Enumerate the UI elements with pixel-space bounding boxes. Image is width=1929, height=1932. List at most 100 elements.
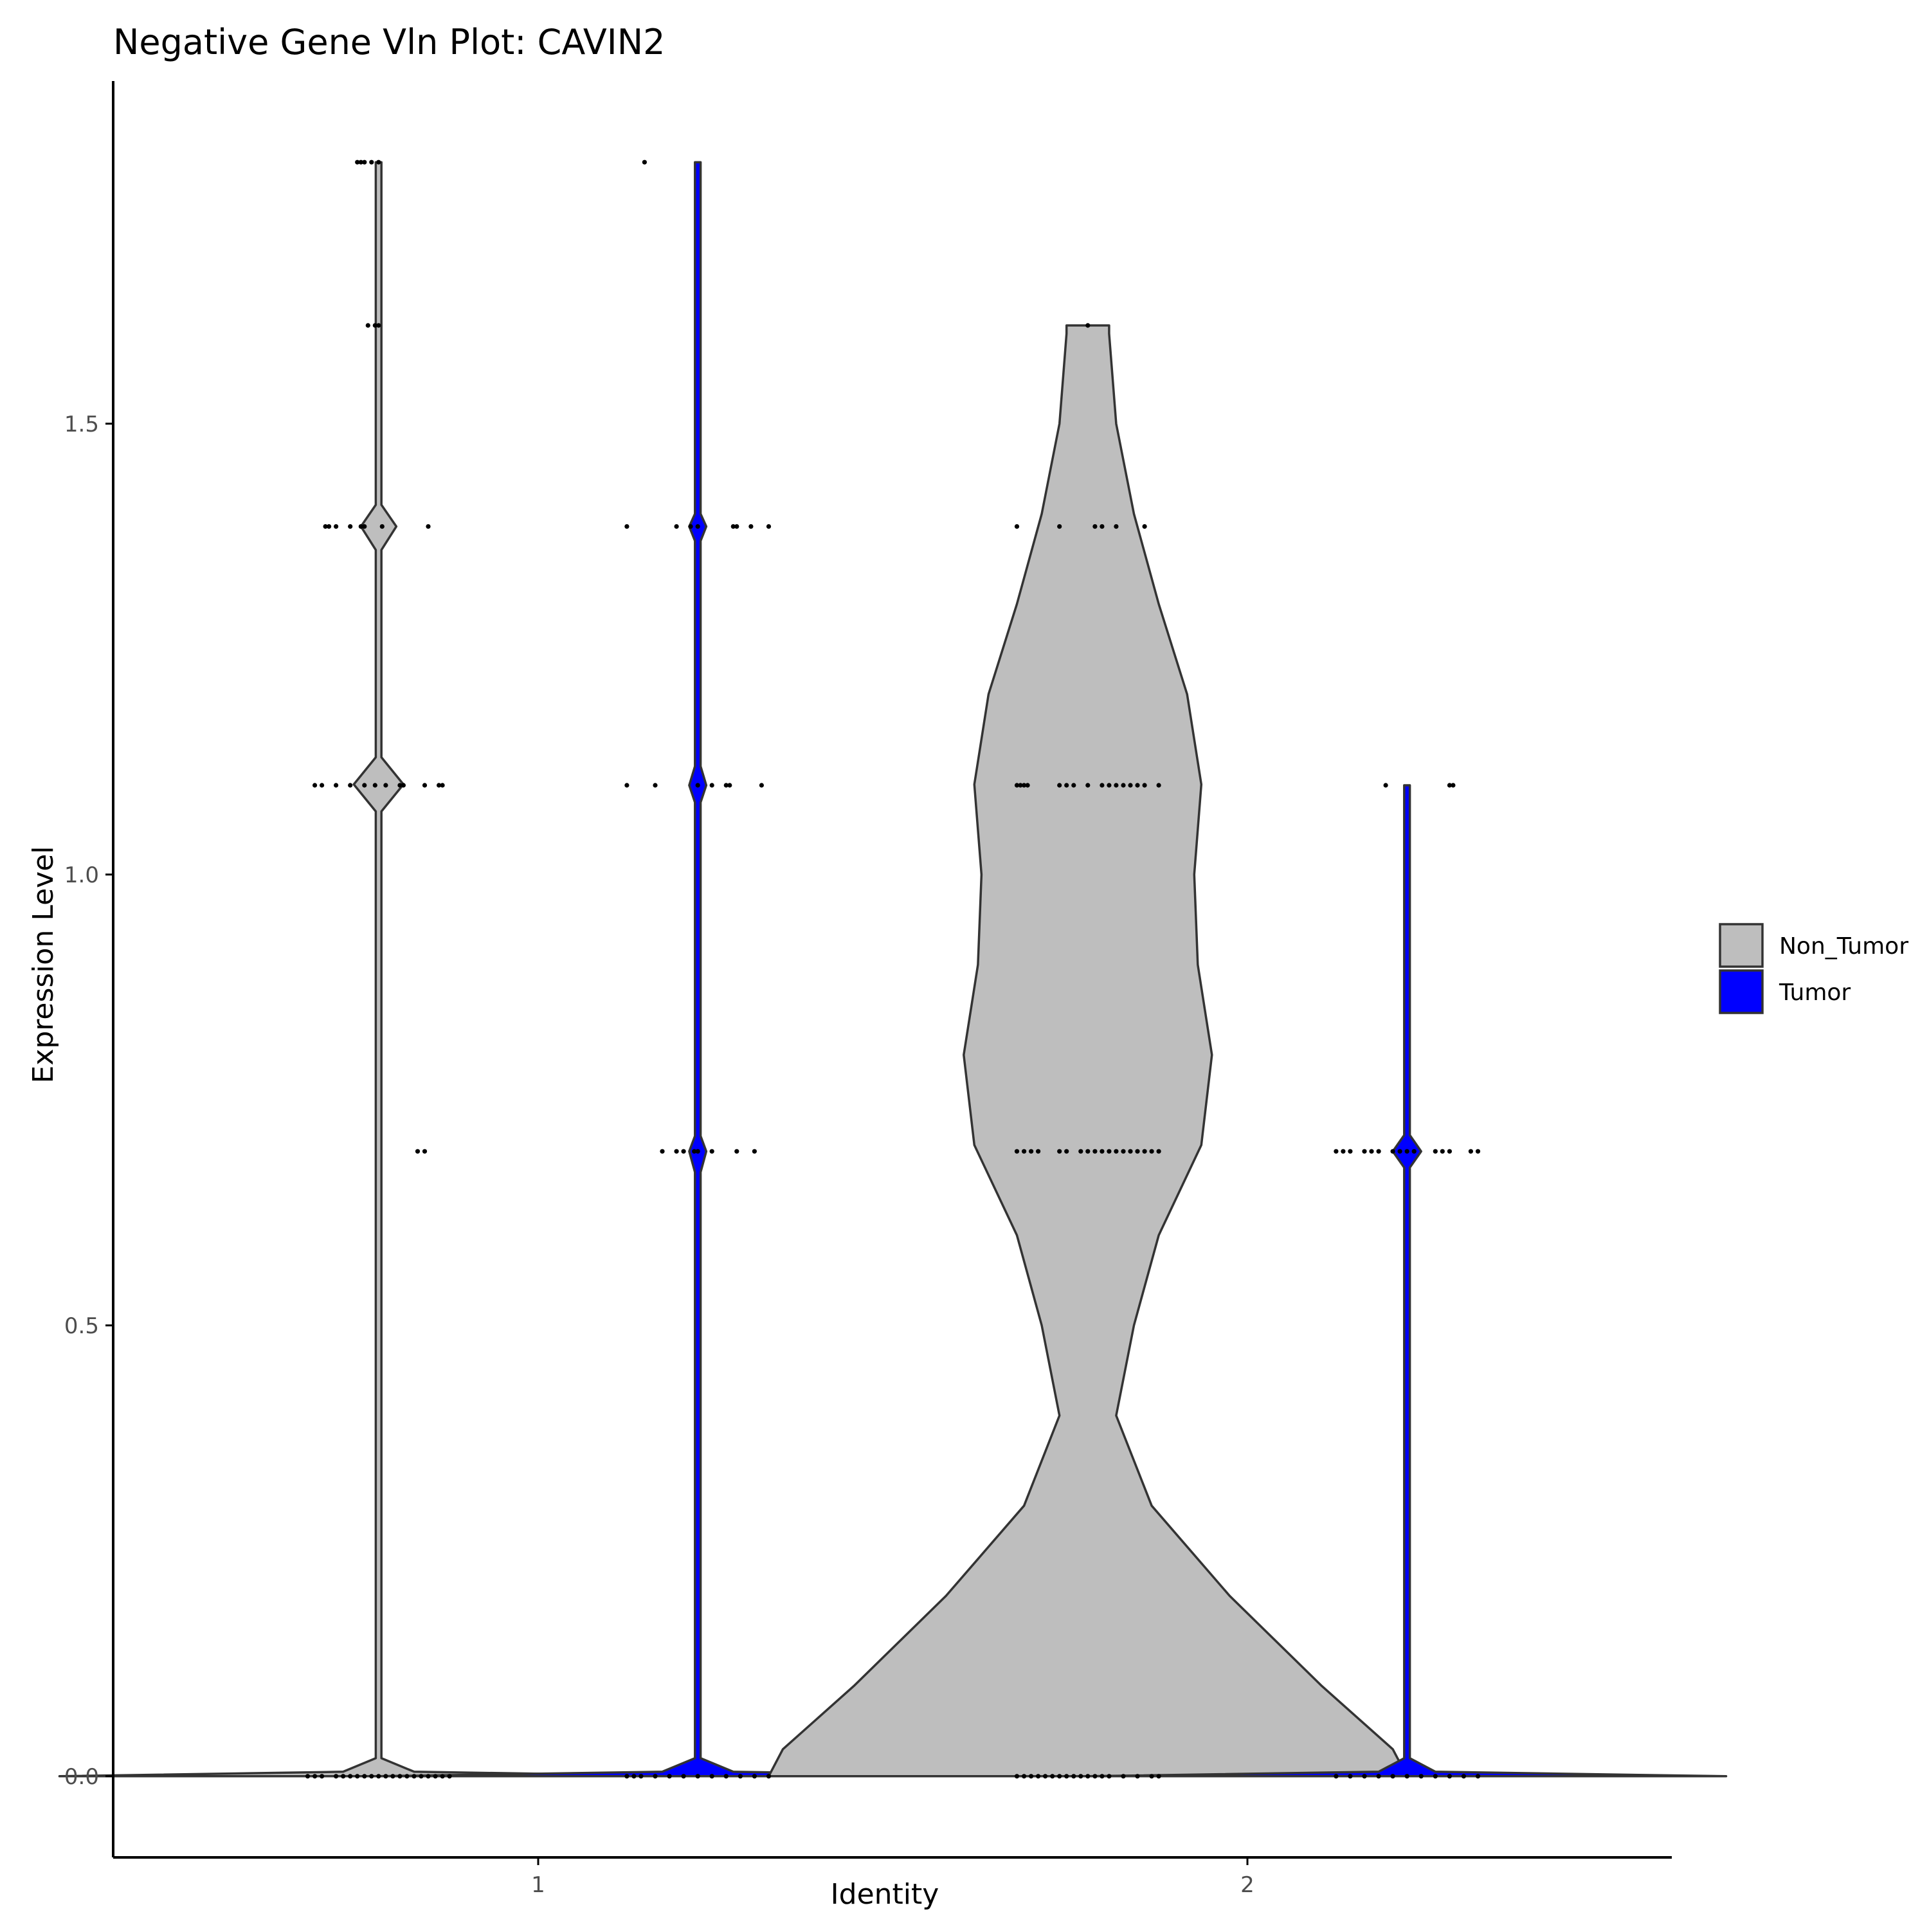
data-point	[1418, 1774, 1424, 1779]
data-point	[1078, 1149, 1083, 1154]
y-axis-label: Expression Level	[27, 846, 60, 1084]
data-point	[1107, 1149, 1112, 1154]
data-point	[1064, 1774, 1069, 1779]
data-point	[327, 524, 332, 529]
x-tick-label: 2	[1240, 1872, 1254, 1898]
data-point	[1475, 1774, 1481, 1779]
data-point	[1114, 1149, 1119, 1154]
data-point	[358, 524, 363, 529]
data-point	[1334, 1774, 1339, 1779]
data-point	[752, 1149, 757, 1154]
data-point	[642, 159, 648, 165]
data-point	[1390, 1149, 1395, 1154]
data-point	[723, 1774, 729, 1779]
data-point	[1362, 1774, 1367, 1779]
data-point	[1050, 1774, 1055, 1779]
data-point	[1114, 783, 1119, 788]
data-point	[1404, 1149, 1409, 1154]
data-point	[372, 323, 377, 328]
data-point	[1135, 783, 1140, 788]
data-point	[383, 1774, 388, 1779]
data-point	[1022, 1774, 1027, 1779]
axes: 0.0 0.5 1.0 1.5 1 2	[64, 81, 1672, 1898]
data-point	[681, 1774, 686, 1779]
y-tick-label: 0.0	[64, 1764, 99, 1790]
data-point	[1057, 1149, 1062, 1154]
data-point	[1014, 1149, 1020, 1154]
data-point	[1404, 1774, 1409, 1779]
data-point	[1142, 783, 1147, 788]
data-point	[1114, 524, 1119, 529]
data-point	[1156, 783, 1161, 788]
data-point	[688, 524, 693, 529]
data-point	[1057, 524, 1062, 529]
data-point	[723, 783, 729, 788]
data-point	[1433, 1774, 1438, 1779]
data-point	[440, 783, 445, 788]
data-point	[1022, 1149, 1027, 1154]
data-point	[653, 1774, 658, 1779]
data-point	[379, 524, 385, 529]
data-point	[312, 1774, 318, 1779]
data-point	[404, 1774, 410, 1779]
data-point	[1071, 783, 1076, 788]
data-point	[1121, 783, 1126, 788]
data-point	[1447, 1774, 1452, 1779]
data-point	[390, 1774, 395, 1779]
data-point	[372, 783, 377, 788]
data-point	[1390, 1774, 1395, 1779]
data-point	[1121, 1149, 1126, 1154]
data-point	[752, 1774, 757, 1779]
data-point	[748, 524, 754, 529]
data-point	[365, 323, 370, 328]
data-point	[1043, 1774, 1048, 1779]
data-point	[362, 524, 367, 529]
data-point	[334, 524, 339, 529]
data-point	[348, 783, 353, 788]
data-point	[323, 524, 328, 529]
violin-1-tumor	[377, 161, 1019, 1778]
legend-key-non_tumor	[1719, 923, 1764, 968]
y-tick-label: 1.0	[64, 862, 99, 888]
data-point	[1461, 1774, 1466, 1779]
data-point	[1014, 783, 1020, 788]
data-point	[426, 524, 431, 529]
data-point	[1128, 1149, 1133, 1154]
data-point	[1156, 1774, 1161, 1779]
data-point	[320, 783, 325, 788]
data-point	[362, 159, 367, 165]
data-point	[1014, 524, 1020, 529]
data-point	[624, 1774, 629, 1779]
data-point	[1156, 1149, 1161, 1154]
data-point	[1085, 1149, 1091, 1154]
data-point	[660, 1149, 665, 1154]
violin-2-tumor	[1087, 784, 1728, 1778]
data-point	[1149, 1149, 1154, 1154]
data-point	[1121, 1774, 1126, 1779]
data-point	[667, 1774, 672, 1779]
data-point	[1100, 783, 1105, 788]
data-point	[1341, 1149, 1346, 1154]
data-point	[1397, 1149, 1402, 1154]
data-point	[312, 783, 318, 788]
data-point	[1475, 1149, 1481, 1154]
data-point	[358, 159, 363, 165]
data-point	[766, 524, 772, 529]
data-point	[1468, 1149, 1473, 1154]
violin-2-non_tumor	[767, 324, 1408, 1778]
data-point	[1334, 1149, 1339, 1154]
data-point	[1064, 783, 1069, 788]
data-point	[1014, 1774, 1020, 1779]
y-tick-label: 1.5	[64, 412, 99, 437]
data-point	[1036, 1774, 1041, 1779]
data-point	[376, 323, 381, 328]
plot-area	[58, 159, 1728, 1779]
chart-title: Negative Gene Vln Plot: CAVIN2	[113, 22, 665, 62]
data-point	[1018, 783, 1023, 788]
data-point	[1085, 323, 1091, 328]
legend-key-tumor	[1719, 969, 1764, 1014]
data-point	[1085, 1774, 1091, 1779]
data-point	[415, 1149, 421, 1154]
x-tick-label: 1	[531, 1872, 545, 1898]
